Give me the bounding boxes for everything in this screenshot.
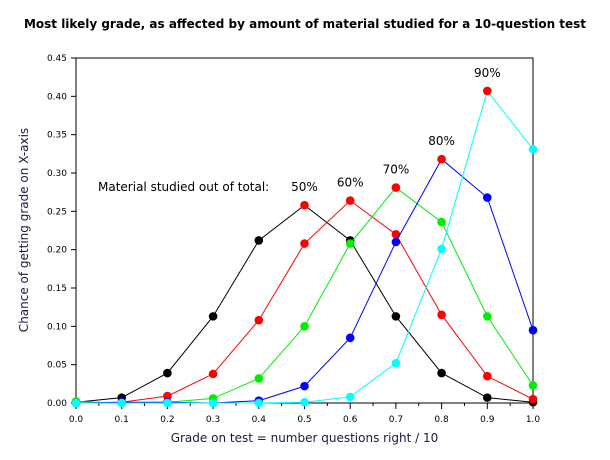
data-point-60%: [528, 394, 538, 404]
x-tick-label: 0.3: [206, 415, 220, 425]
data-point-70%: [300, 322, 309, 331]
data-point-50%: [208, 312, 218, 321]
data-point-90%: [208, 398, 218, 408]
data-point-50%: [483, 393, 492, 402]
data-point-90%: [528, 144, 538, 154]
data-point-70%: [345, 239, 355, 248]
data-point-90%: [391, 358, 401, 368]
data-point-80%: [391, 237, 401, 247]
data-point-60%: [300, 239, 309, 248]
y-tick-label: 0.00: [47, 399, 67, 409]
chart-title: Most likely grade, as affected by amount…: [23, 17, 587, 31]
data-point-80%: [345, 333, 355, 343]
y-tick-label: 0.15: [47, 284, 67, 294]
data-point-70%: [483, 312, 492, 321]
series-line-70%: [75, 186, 534, 404]
data-point-60%: [483, 371, 492, 381]
x-tick-label: 0.8: [434, 415, 449, 425]
y-tick-label: 0.10: [47, 322, 67, 332]
x-tick-label: 0.2: [160, 415, 174, 425]
x-tick-label: 0.0: [69, 415, 84, 425]
series-label-90%: 90%: [474, 66, 501, 80]
x-tick-label: 0.5: [297, 415, 311, 425]
x-tick-label: 0.7: [389, 415, 403, 425]
data-point-80%: [528, 325, 538, 335]
data-point-60%: [254, 315, 264, 325]
data-point-70%: [254, 374, 264, 383]
data-point-80%: [300, 381, 309, 391]
data-point-50%: [163, 368, 172, 378]
y-tick-label: 0.35: [47, 131, 67, 141]
x-axis-label: Grade on test = number questions right /…: [170, 431, 439, 445]
y-tick-label: 0.45: [47, 54, 67, 64]
series-label-60%: 60%: [337, 176, 364, 190]
data-point-60%: [437, 310, 446, 320]
data-point-50%: [254, 236, 264, 245]
y-tick-label: 0.40: [47, 92, 67, 102]
data-point-60%: [163, 391, 172, 401]
plot-frame: [75, 57, 534, 404]
data-point-80%: [437, 154, 446, 164]
data-point-50%: [391, 312, 401, 321]
data-point-60%: [208, 369, 218, 379]
series-line-80%: [75, 158, 534, 404]
y-tick-label: 0.25: [47, 207, 67, 217]
y-tick-label: 0.30: [47, 169, 67, 179]
data-point-50%: [437, 368, 446, 378]
data-point-90%: [254, 398, 264, 408]
data-point-90%: [117, 398, 126, 408]
data-point-90%: [300, 397, 309, 407]
data-point-90%: [163, 398, 172, 408]
y-tick-label: 0.05: [47, 361, 67, 371]
data-point-90%: [71, 398, 81, 408]
data-point-60%: [391, 230, 401, 239]
y-axis-label: Chance of getting grade on X-axis: [17, 127, 31, 333]
x-tick-label: 0.4: [252, 415, 267, 425]
data-point-70%: [437, 217, 446, 227]
data-point-90%: [437, 244, 446, 254]
x-tick-label: 1.0: [526, 415, 541, 425]
series-line-60%: [75, 199, 534, 404]
annotation-text: Material studied out of total:: [98, 180, 269, 194]
data-point-80%: [483, 193, 492, 202]
data-point-70%: [528, 381, 538, 390]
series-label-70%: 70%: [383, 163, 410, 177]
data-point-60%: [345, 196, 355, 205]
data-point-70%: [391, 183, 401, 192]
data-point-90%: [345, 392, 355, 402]
series-label-80%: 80%: [428, 134, 455, 148]
x-tick-label: 0.1: [115, 415, 129, 425]
data-point-90%: [483, 86, 492, 96]
x-tick-label: 0.9: [480, 415, 495, 425]
series-label-50%: 50%: [291, 180, 318, 194]
data-point-50%: [300, 200, 309, 210]
series-line-50%: [75, 204, 534, 403]
x-tick-label: 0.6: [343, 415, 358, 425]
y-tick-label: 0.20: [47, 246, 67, 256]
